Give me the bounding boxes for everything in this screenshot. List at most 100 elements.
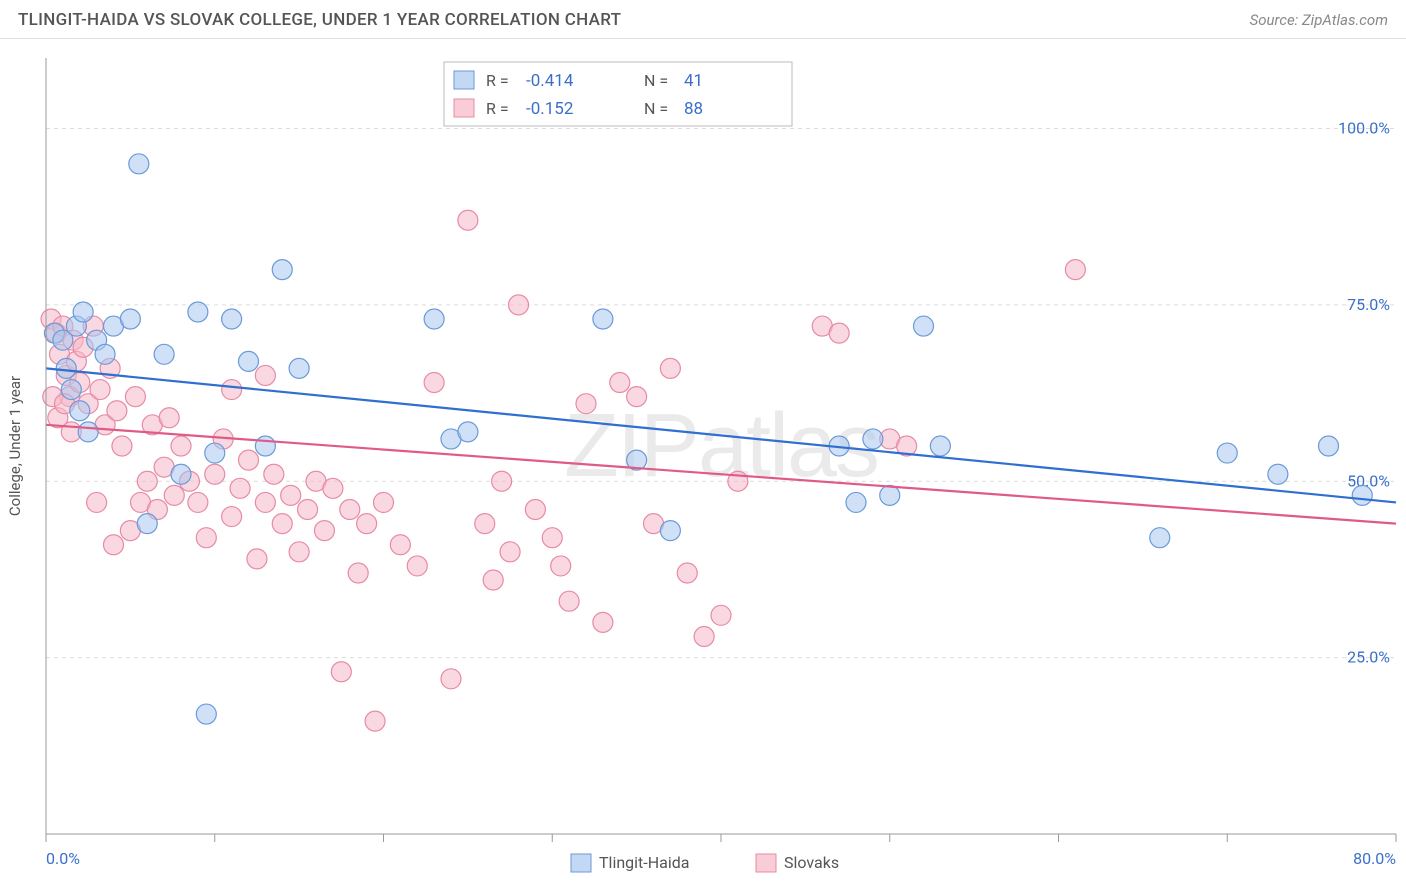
y-tick-label: 25.0% xyxy=(1347,648,1390,667)
scatter-point xyxy=(112,436,132,456)
scatter-point xyxy=(222,380,242,400)
scatter-point xyxy=(483,570,503,590)
x-tick-label: 80.0% xyxy=(1353,849,1396,868)
scatter-point xyxy=(1217,443,1237,463)
scatter-point xyxy=(660,521,680,541)
scatter-point xyxy=(222,309,242,329)
legend-n-value: 88 xyxy=(684,99,703,119)
scatter-point xyxy=(374,492,394,512)
scatter-point xyxy=(61,380,81,400)
scatter-point xyxy=(272,514,292,534)
scatter-point xyxy=(196,704,216,724)
legend-swatch xyxy=(454,71,474,89)
scatter-point xyxy=(289,358,309,378)
scatter-point xyxy=(1268,464,1288,484)
scatter-point xyxy=(863,429,883,449)
chart-source: Source: ZipAtlas.com xyxy=(1250,11,1388,29)
scatter-point xyxy=(264,464,284,484)
legend-r-value: -0.152 xyxy=(526,99,573,119)
scatter-point xyxy=(660,358,680,378)
scatter-point xyxy=(239,351,259,371)
scatter-point xyxy=(458,210,478,230)
scatter-point xyxy=(509,295,529,315)
scatter-point xyxy=(255,365,275,385)
y-tick-label: 75.0% xyxy=(1347,295,1390,314)
scatter-point xyxy=(1065,260,1085,280)
legend-r-value: -0.414 xyxy=(526,71,574,91)
scatter-point xyxy=(222,507,242,527)
scatter-point xyxy=(196,528,216,548)
scatter-point xyxy=(348,563,368,583)
scatter-point xyxy=(298,499,318,519)
y-tick-label: 100.0% xyxy=(1338,119,1390,138)
scatter-point xyxy=(90,380,110,400)
scatter-point xyxy=(365,711,385,731)
scatter-point xyxy=(255,436,275,456)
scatter-point xyxy=(154,344,174,364)
legend-n-label: N = xyxy=(644,99,668,118)
scatter-point xyxy=(829,323,849,343)
series-swatch xyxy=(571,854,591,872)
scatter-point xyxy=(159,408,179,428)
scatter-point xyxy=(1150,528,1170,548)
scatter-point xyxy=(137,471,157,491)
scatter-point xyxy=(70,401,90,421)
scatter-point xyxy=(188,302,208,322)
scatter-point xyxy=(390,535,410,555)
legend-swatch xyxy=(454,99,474,117)
scatter-point xyxy=(73,302,93,322)
scatter-point xyxy=(542,528,562,548)
scatter-point xyxy=(323,478,343,498)
scatter-point xyxy=(340,499,360,519)
scatter-point xyxy=(95,344,115,364)
scatter-point xyxy=(239,450,259,470)
scatter-point xyxy=(846,492,866,512)
scatter-point xyxy=(914,316,934,336)
correlation-scatter-chart: 25.0%50.0%75.0%100.0%ZIPatlas0.0%80.0%Co… xyxy=(0,44,1406,892)
series-swatch xyxy=(756,854,776,872)
scatter-point xyxy=(880,485,900,505)
scatter-point xyxy=(272,260,292,280)
scatter-point xyxy=(593,612,613,632)
scatter-point xyxy=(164,485,184,505)
scatter-point xyxy=(125,387,145,407)
scatter-point xyxy=(424,309,444,329)
scatter-point xyxy=(677,563,697,583)
legend-n-label: N = xyxy=(644,71,668,90)
scatter-point xyxy=(78,422,98,442)
chart-title: TLINGIT-HAIDA VS SLOVAK COLLEGE, UNDER 1… xyxy=(18,10,621,30)
scatter-point xyxy=(525,499,545,519)
scatter-point xyxy=(171,436,191,456)
scatter-point xyxy=(593,309,613,329)
series-label: Tlingit-Haida xyxy=(599,853,689,872)
scatter-point xyxy=(711,605,731,625)
legend-n-value: 41 xyxy=(684,71,703,91)
chart-header: TLINGIT-HAIDA VS SLOVAK COLLEGE, UNDER 1… xyxy=(0,0,1406,39)
legend-r-label: R = xyxy=(486,99,509,118)
scatter-point xyxy=(1352,485,1372,505)
scatter-point xyxy=(255,492,275,512)
series-label: Slovaks xyxy=(784,853,839,872)
scatter-point xyxy=(357,514,377,534)
scatter-point xyxy=(205,464,225,484)
scatter-point xyxy=(56,358,76,378)
scatter-point xyxy=(230,478,250,498)
x-tick-label: 0.0% xyxy=(46,849,80,868)
y-axis-label: College, Under 1 year xyxy=(6,376,24,516)
scatter-point xyxy=(1319,436,1339,456)
scatter-point xyxy=(289,542,309,562)
scatter-point xyxy=(137,514,157,534)
scatter-point xyxy=(576,394,596,414)
scatter-point xyxy=(205,443,225,463)
scatter-point xyxy=(407,556,427,576)
scatter-point xyxy=(171,464,191,484)
scatter-point xyxy=(188,492,208,512)
scatter-point xyxy=(104,535,124,555)
scatter-point xyxy=(458,422,478,442)
scatter-point xyxy=(331,662,351,682)
scatter-point xyxy=(694,626,714,646)
scatter-point xyxy=(87,492,107,512)
scatter-point xyxy=(627,387,647,407)
scatter-point xyxy=(424,373,444,393)
scatter-point xyxy=(492,471,512,491)
